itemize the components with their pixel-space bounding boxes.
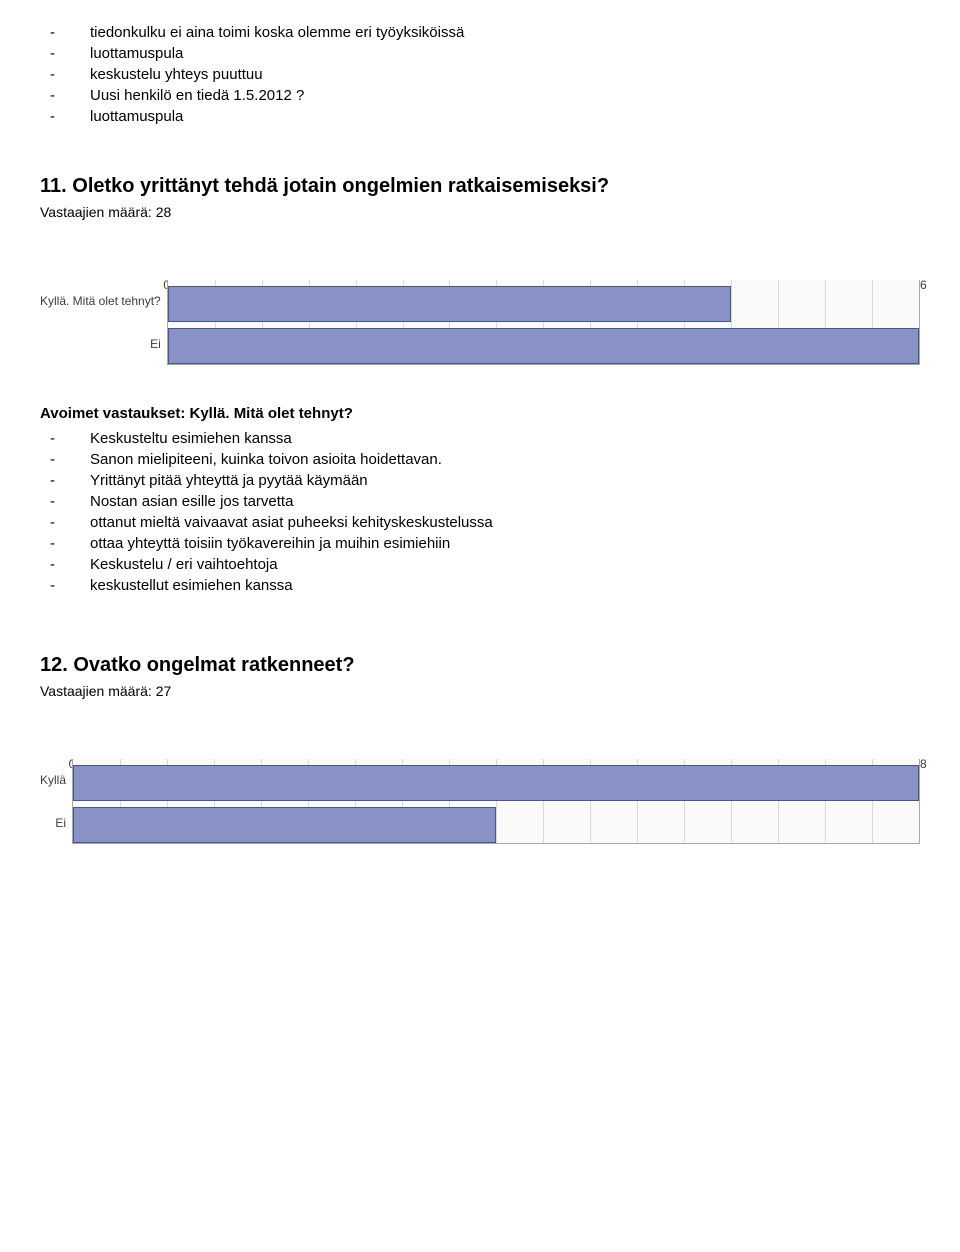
bullet-dash: - xyxy=(40,472,90,489)
bullet-text: Nostan asian esille jos tarvetta xyxy=(90,493,293,510)
bullet-item: -Uusi henkilö en tiedä 1.5.2012 ? xyxy=(40,87,920,104)
intro-bullet-list: -tiedonkulku ei aina toimi koska olemme … xyxy=(40,24,920,125)
chart-bar xyxy=(168,328,919,364)
q12-respondents: Vastaajien määrä: 27 xyxy=(40,683,920,699)
q12-chart-bars-area xyxy=(72,759,920,844)
bullet-item: -Sanon mielipiteeni, kuinka toivon asioi… xyxy=(40,451,920,468)
bullet-text: Yrittänyt pitää yhteyttä ja pyytää käymä… xyxy=(90,472,368,489)
q11-open-bullet-list: -Keskusteltu esimiehen kanssa-Sanon miel… xyxy=(40,430,920,594)
q12-chart: KylläEi 0123456789101112131415161718 xyxy=(40,739,920,844)
q11-open-title: Avoimet vastaukset: Kyllä. Mitä olet teh… xyxy=(40,405,920,422)
bullet-text: keskustelu yhteys puuttuu xyxy=(90,66,263,83)
bullet-text: luottamuspula xyxy=(90,108,183,125)
bullet-item: -ottanut mieltä vaivaavat asiat puheeksi… xyxy=(40,514,920,531)
bullet-item: -Keskustelu / eri vaihtoehtoja xyxy=(40,556,920,573)
chart-bar xyxy=(73,807,496,843)
chart-bar xyxy=(73,765,919,801)
bullet-dash: - xyxy=(40,108,90,125)
bullet-text: Keskustelu / eri vaihtoehtoja xyxy=(90,556,278,573)
q12-chart-y-labels: KylläEi xyxy=(40,739,72,844)
bullet-dash: - xyxy=(40,45,90,62)
bullet-item: -luottamuspula xyxy=(40,108,920,125)
bullet-text: Keskusteltu esimiehen kanssa xyxy=(90,430,292,447)
bullet-item: -luottamuspula xyxy=(40,45,920,62)
bullet-text: ottanut mieltä vaivaavat asiat puheeksi … xyxy=(90,514,493,531)
bullet-dash: - xyxy=(40,577,90,594)
bullet-item: -keskustelu yhteys puuttuu xyxy=(40,66,920,83)
bullet-dash: - xyxy=(40,514,90,531)
bullet-item: -ottaa yhteyttä toisiin työkavereihin ja… xyxy=(40,535,920,552)
q11-chart-y-labels: Kyllä. Mitä olet tehnyt?Ei xyxy=(40,260,167,365)
bullet-text: luottamuspula xyxy=(90,45,183,62)
bullet-item: -keskustellut esimiehen kanssa xyxy=(40,577,920,594)
chart-bar xyxy=(168,286,731,322)
bullet-text: tiedonkulku ei aina toimi koska olemme e… xyxy=(90,24,464,41)
chart-y-label: Ei xyxy=(40,802,66,844)
chart-y-label: Kyllä. Mitä olet tehnyt? xyxy=(40,280,161,322)
q11-respondents: Vastaajien määrä: 28 xyxy=(40,204,920,220)
bullet-item: -Nostan asian esille jos tarvetta xyxy=(40,493,920,510)
bullet-dash: - xyxy=(40,451,90,468)
chart-y-label: Ei xyxy=(40,323,161,365)
bullet-item: -tiedonkulku ei aina toimi koska olemme … xyxy=(40,24,920,41)
bullet-text: ottaa yhteyttä toisiin työkavereihin ja … xyxy=(90,535,450,552)
bullet-dash: - xyxy=(40,87,90,104)
bullet-item: -Keskusteltu esimiehen kanssa xyxy=(40,430,920,447)
q11-chart-bars-area xyxy=(167,280,920,365)
bullet-dash: - xyxy=(40,66,90,83)
bullet-item: -Yrittänyt pitää yhteyttä ja pyytää käym… xyxy=(40,472,920,489)
bullet-dash: - xyxy=(40,24,90,41)
bullet-dash: - xyxy=(40,535,90,552)
bullet-dash: - xyxy=(40,556,90,573)
bullet-text: Sanon mielipiteeni, kuinka toivon asioit… xyxy=(90,451,442,468)
q12-chart-x-ticks: 0123456789101112131415161718 xyxy=(72,739,920,757)
q11-title: 11. Oletko yrittänyt tehdä jotain ongelm… xyxy=(40,175,920,198)
q11-chart: Kyllä. Mitä olet tehnyt?Ei 0123456789101… xyxy=(40,260,920,365)
bullet-dash: - xyxy=(40,430,90,447)
bullet-text: Uusi henkilö en tiedä 1.5.2012 ? xyxy=(90,87,304,104)
bullet-dash: - xyxy=(40,493,90,510)
q12-title: 12. Ovatko ongelmat ratkenneet? xyxy=(40,654,920,677)
q11-chart-x-ticks: 012345678910111213141516 xyxy=(167,260,920,278)
bullet-text: keskustellut esimiehen kanssa xyxy=(90,577,293,594)
